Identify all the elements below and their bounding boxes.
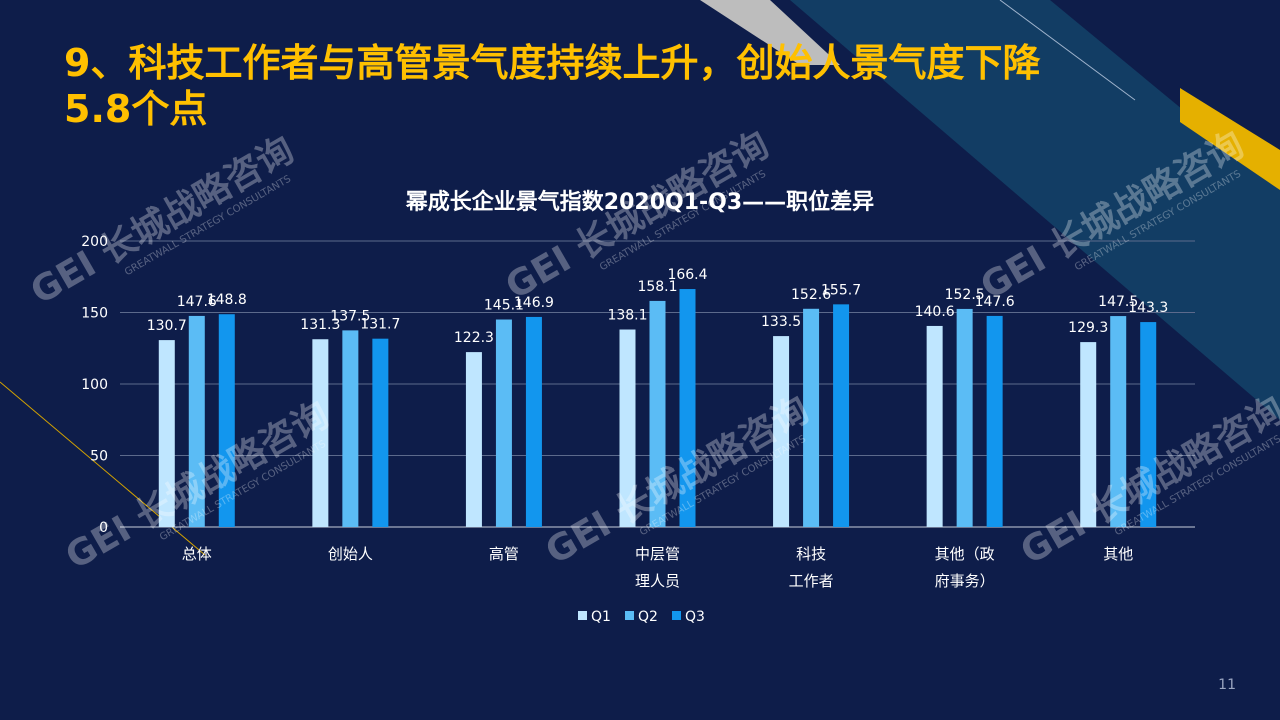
bar-q1 <box>465 352 482 527</box>
x-tick-label: 其他（政 <box>935 545 995 563</box>
data-label: 143.3 <box>1128 300 1168 316</box>
data-label: 133.5 <box>761 314 801 330</box>
y-tick-label: 200 <box>81 234 108 250</box>
data-label: 137.5 <box>330 308 370 324</box>
page-number: 11 <box>1218 677 1236 693</box>
data-label: 146.9 <box>514 295 554 311</box>
chart-title: 幂成长企业景气指数2020Q1-Q3——职位差异 <box>405 190 875 215</box>
bar-q1 <box>1080 342 1097 527</box>
data-label: 166.4 <box>667 267 707 283</box>
bar-q3 <box>679 289 696 527</box>
data-label: 147.6 <box>975 294 1015 310</box>
data-label: 152.5 <box>945 287 985 303</box>
data-label: 122.3 <box>454 330 494 346</box>
data-label: 152.6 <box>791 287 831 303</box>
watermark-brand: GEI 长城战略咨询 <box>24 129 301 313</box>
bar-q3 <box>1140 322 1157 527</box>
data-label: 148.8 <box>207 292 247 308</box>
y-tick-label: 0 <box>99 520 108 536</box>
bar-q2 <box>803 308 820 527</box>
bar-q3 <box>986 315 1003 527</box>
legend-label: Q3 <box>685 609 705 625</box>
legend-swatch <box>625 611 634 620</box>
data-label: 138.1 <box>607 308 647 324</box>
bar-q2 <box>649 300 666 527</box>
label-layer: 130.7147.6148.8总体131.3137.5131.7创始人122.3… <box>147 267 1169 590</box>
x-tick-label: 其他 <box>1103 545 1133 563</box>
x-tick-label: 高管 <box>489 545 519 563</box>
bar-q1 <box>158 340 175 527</box>
gray-stripe <box>700 0 840 65</box>
data-label: 131.7 <box>360 317 400 333</box>
x-tick-label: 总体 <box>182 545 212 563</box>
y-tick-label: 100 <box>81 377 108 393</box>
bar-q3 <box>372 338 389 527</box>
gold-stripe <box>1180 88 1280 190</box>
data-label: 140.6 <box>915 304 955 320</box>
data-label: 131.3 <box>300 317 340 333</box>
x-tick-label: 创始人 <box>328 545 373 563</box>
x-tick-label: 中层管 <box>635 545 680 563</box>
x-tick-label: 工作者 <box>789 572 834 590</box>
bar-q1 <box>312 339 329 527</box>
legend-swatch <box>578 611 587 620</box>
bar-q2 <box>342 330 359 527</box>
x-tick-label: 府事务） <box>935 572 995 590</box>
data-label: 129.3 <box>1068 320 1108 336</box>
bar-q3 <box>833 304 850 527</box>
y-tick-label: 50 <box>90 449 108 465</box>
data-label: 155.7 <box>821 282 861 298</box>
thin-diagonal-line-top <box>999 0 1136 101</box>
bar-q1 <box>619 329 636 527</box>
legend-label: Q2 <box>638 609 658 625</box>
x-tick-label: 科技 <box>796 545 826 563</box>
legend: Q1 Q2 Q3 <box>578 609 705 625</box>
bar-q1 <box>926 325 943 527</box>
data-label: 145.1 <box>484 298 524 314</box>
bar-q1 <box>773 336 790 527</box>
watermark-brand: GEI 长城战略咨询 <box>974 124 1251 308</box>
data-label: 147.6 <box>177 294 217 310</box>
x-tick-label: 理人员 <box>635 572 680 590</box>
bar-q2 <box>1110 316 1127 527</box>
bar-q2 <box>188 315 205 527</box>
page-title: 9、科技工作者与高管景气度持续上升，创始人景气度下降5.8个点 <box>64 41 1041 131</box>
bar-q2 <box>495 319 512 527</box>
legend-label: Q1 <box>591 609 611 625</box>
bar-q3 <box>525 316 542 527</box>
legend-swatch <box>672 611 681 620</box>
bar-q3 <box>218 314 235 527</box>
teal-stripe <box>790 0 1280 420</box>
data-label: 147.5 <box>1098 294 1138 310</box>
y-tick-label: 150 <box>81 306 108 322</box>
bar-layer <box>158 289 1157 527</box>
data-label: 130.7 <box>147 318 187 334</box>
data-label: 158.1 <box>637 279 677 295</box>
bar-q2 <box>956 308 973 527</box>
